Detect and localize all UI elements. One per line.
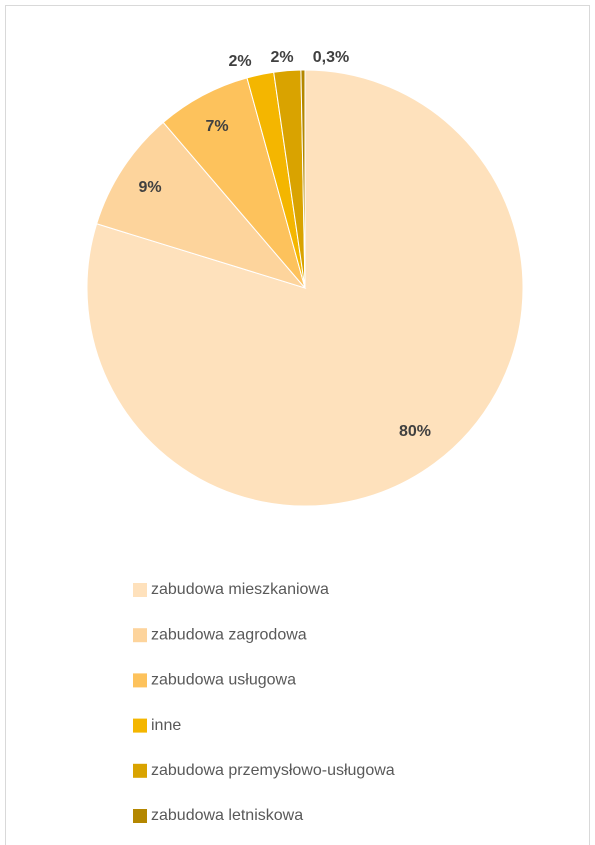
data-label: 9% bbox=[138, 179, 161, 196]
data-label: 0,3% bbox=[313, 49, 349, 66]
chart-border bbox=[5, 5, 590, 845]
data-label: 80% bbox=[399, 423, 431, 440]
legend-swatch bbox=[133, 718, 147, 733]
legend-label: zabudowa zagrodowa bbox=[151, 626, 307, 643]
legend-label: inne bbox=[151, 717, 181, 734]
legend-swatch bbox=[133, 673, 147, 688]
legend-label: zabudowa letniskowa bbox=[151, 807, 303, 824]
legend-swatch bbox=[133, 583, 147, 597]
legend-swatch bbox=[133, 628, 147, 643]
legend-swatch bbox=[133, 763, 147, 778]
data-label: 2% bbox=[270, 49, 293, 66]
legend-swatch bbox=[133, 809, 147, 823]
data-label: 7% bbox=[205, 118, 228, 135]
legend-label: zabudowa usługowa bbox=[151, 672, 296, 689]
pie-slice bbox=[96, 121, 307, 289]
data-label: 2% bbox=[228, 53, 251, 70]
legend-label: zabudowa przemysłowo-usługowa bbox=[151, 762, 395, 779]
legend-label: zabudowa mieszkaniowa bbox=[151, 581, 329, 598]
pie-slice bbox=[300, 69, 306, 289]
